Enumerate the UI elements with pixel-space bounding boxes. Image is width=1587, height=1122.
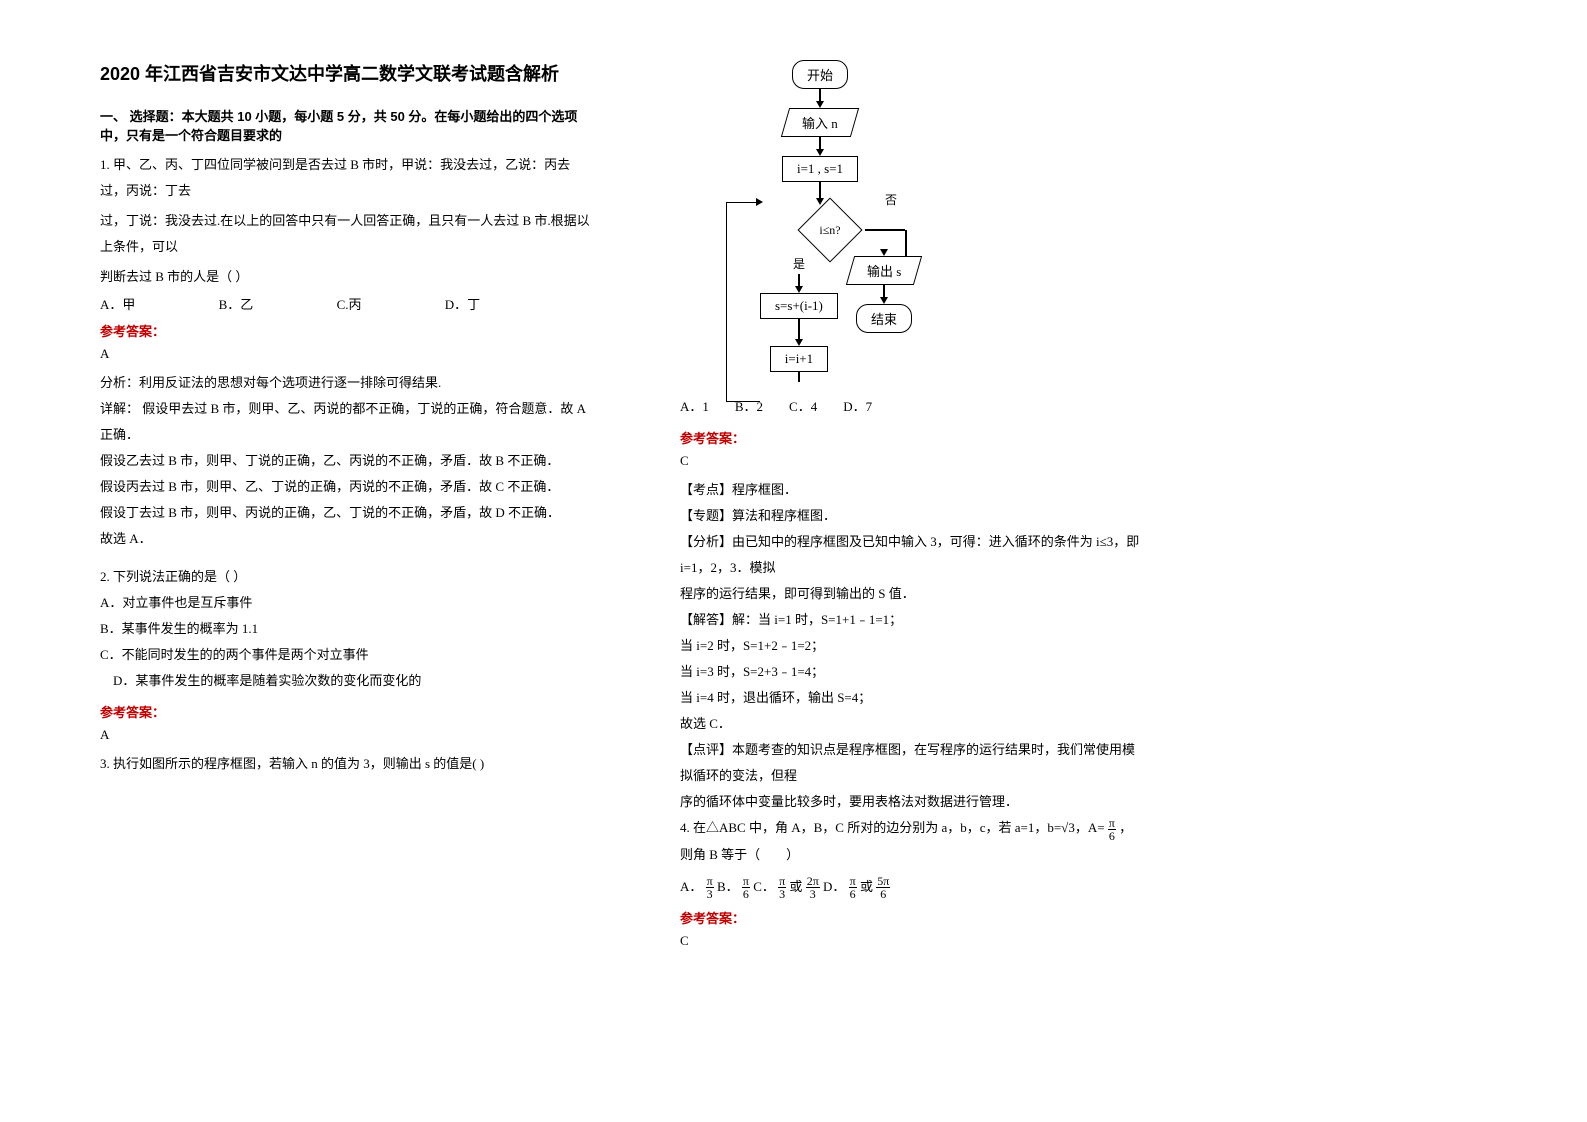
fc-init: i=1 , s=1 xyxy=(782,156,858,182)
q1-exp6: 故选 A． xyxy=(100,526,590,552)
q1-optB: B．乙 xyxy=(219,294,254,313)
q3-exp8: 故选 C． xyxy=(680,711,1140,737)
q1-optC: C.丙 xyxy=(337,294,362,313)
frac-A: π 6 xyxy=(1108,817,1116,842)
q4-ans-title: 参考答案： xyxy=(680,908,1140,927)
flowchart: 开始 输入 n i=1 , s=1 i≤n? 否 是 xyxy=(700,60,940,382)
doc-title: 2020 年江西省吉安市文达中学高二数学文联考试题含解析 xyxy=(100,60,590,86)
fc-calc: s=s+(i-1) xyxy=(760,293,838,319)
q3-exp3b: 程序的运行结果，即可得到输出的 S 值． xyxy=(680,581,1140,607)
q3-ans: C xyxy=(680,453,1140,469)
q3-exp9: 【点评】本题考查的知识点是程序框图，在写程序的运行结果时，我们常使用模拟循环的变… xyxy=(680,737,1140,789)
fc-no-label: 否 xyxy=(885,191,897,208)
q1-line2: 过，丁说：我没去过.在以上的回答中只有一人回答正确，且只有一人去过 B 市.根据… xyxy=(100,208,590,260)
q1-optD: D．丁 xyxy=(445,294,480,313)
q1-optA: A．甲 xyxy=(100,294,135,313)
q4-options: A． π3 B． π6 C． π3 或 2π3 D． π6 或 5π6 xyxy=(680,874,1140,901)
right-column: 开始 输入 n i=1 , s=1 i≤n? 否 是 xyxy=(620,60,1140,1092)
q1-exp1: 分析：利用反证法的思想对每个选项进行逐一排除可得结果. xyxy=(100,370,590,396)
fc-input: 输入 n xyxy=(781,108,859,137)
q1-exp5: 假设丁去过 B 市，则甲、丙说的正确，乙、丁说的不正确，矛盾，故 D 不正确． xyxy=(100,500,590,526)
q3-exp10: 序的循环体中变量比较多时，要用表格法对数据进行管理． xyxy=(680,789,1140,815)
q2-ans: A xyxy=(100,727,590,743)
q1-ans-title: 参考答案： xyxy=(100,321,590,340)
q1-options: A．甲 B．乙 C.丙 D．丁 xyxy=(100,294,590,313)
q2-optB: B．某事件发生的概率为 1.1 xyxy=(100,616,590,642)
q1-line1: 1. 甲、乙、丙、丁四位同学被问到是否去过 B 市时，甲说：我没去过，乙说：丙去… xyxy=(100,152,590,204)
fc-end: 结束 xyxy=(856,304,912,333)
fc-output: 输出 s xyxy=(846,256,923,285)
section1-title: 一、 选择题：本大题共 10 小题，每小题 5 分，共 50 分。在每小题给出的… xyxy=(100,106,590,144)
q3-prompt: 3. 执行如图所示的程序框图，若输入 n 的值为 3，则输出 s 的值是( ) xyxy=(100,751,590,777)
fc-start: 开始 xyxy=(792,60,848,89)
q2-prompt: 2. 下列说法正确的是（ ） xyxy=(100,564,590,590)
q3-exp3: 【分析】由已知中的程序框图及已知中输入 3，可得：进入循环的条件为 i≤3，即 … xyxy=(680,529,1140,581)
left-column: 2020 年江西省吉安市文达中学高二数学文联考试题含解析 一、 选择题：本大题共… xyxy=(100,60,620,1092)
q3-exp4: 【解答】解：当 i=1 时，S=1+1﹣1=1； xyxy=(680,607,1140,633)
q1-line3: 判断去过 B 市的人是（ ） xyxy=(100,264,590,290)
q1-exp4: 假设丙去过 B 市，则甲、乙、丁说的正确，丙说的不正确，矛盾．故 C 不正确． xyxy=(100,474,590,500)
fc-decision: i≤n? xyxy=(795,205,865,255)
q4-prompt: 4. 在△ABC 中，角 A，B，C 所对的边分别为 a，b，c，若 a=1，b… xyxy=(680,815,1140,868)
q2-optA: A．对立事件也是互斥事件 xyxy=(100,590,590,616)
q3-exp1: 【考点】程序框图． xyxy=(680,477,1140,503)
q3-ans-title: 参考答案： xyxy=(680,428,1140,447)
fc-inc: i=i+1 xyxy=(770,346,828,372)
q1-ans: A xyxy=(100,346,590,362)
q3-exp6: 当 i=3 时，S=2+3﹣1=4； xyxy=(680,659,1140,685)
fc-yes-label: 是 xyxy=(793,255,805,272)
q4-ans: C xyxy=(680,933,1140,949)
q3-exp2: 【专题】算法和程序框图． xyxy=(680,503,1140,529)
q2-ans-title: 参考答案： xyxy=(100,702,590,721)
q1-exp3: 假设乙去过 B 市，则甲、丁说的正确，乙、丙说的不正确，矛盾．故 B 不正确． xyxy=(100,448,590,474)
q2-optD: D．某事件发生的概率是随着实验次数的变化而变化的 xyxy=(100,668,590,694)
q3-exp7: 当 i=4 时，退出循环，输出 S=4； xyxy=(680,685,1140,711)
q2-optC: C．不能同时发生的的两个事件是两个对立事件 xyxy=(100,642,590,668)
q3-exp5: 当 i=2 时，S=1+2﹣1=2； xyxy=(680,633,1140,659)
q1-exp2: 详解： 假设甲去过 B 市，则甲、乙、丙说的都不正确，丁说的正确，符合题意．故 … xyxy=(100,396,590,448)
